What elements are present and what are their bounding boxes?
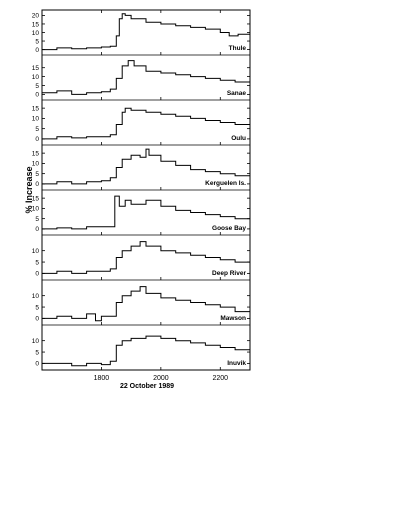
y-tick-label: 0 bbox=[35, 271, 39, 278]
station-label: Goose Bay bbox=[212, 225, 246, 232]
y-tick-label: 10 bbox=[32, 30, 40, 37]
y-tick-label: 10 bbox=[32, 338, 40, 345]
y-tick-label: 0 bbox=[35, 316, 39, 323]
y-tick-label: 0 bbox=[35, 136, 39, 143]
y-tick-label: 0 bbox=[35, 226, 39, 233]
station-panels: 05101520Thule051015Sanae051015Oulu051015… bbox=[32, 13, 251, 370]
panel-mawson: 0 5 10 Mawson bbox=[32, 279, 251, 325]
series-line bbox=[42, 241, 251, 274]
series-line bbox=[42, 60, 251, 95]
station-label: Thule bbox=[229, 45, 247, 52]
y-tick-label: 5 bbox=[35, 349, 39, 356]
panel-deep-river: 0 5 10 Deep River bbox=[32, 234, 251, 280]
y-tick-label: 0 bbox=[35, 47, 39, 54]
series-line bbox=[42, 195, 251, 230]
y-tick-label: 5 bbox=[35, 259, 39, 266]
y-tick-label: 5 bbox=[35, 216, 39, 223]
series-line bbox=[42, 286, 251, 322]
y-tick-label: 0 bbox=[35, 92, 39, 99]
station-label: Kerguelen Is. bbox=[205, 180, 246, 187]
series-line bbox=[42, 13, 250, 51]
x-tick-label: 2000 bbox=[153, 375, 169, 382]
y-tick-label: 5 bbox=[35, 304, 39, 311]
y-tick-label: 15 bbox=[32, 150, 40, 157]
y-tick-label: 0 bbox=[35, 361, 39, 368]
y-tick-label: 10 bbox=[32, 248, 40, 255]
station-label: Deep River bbox=[212, 270, 246, 277]
y-tick-label: 10 bbox=[32, 74, 40, 81]
y-tick-label: 0 bbox=[35, 181, 39, 188]
y-tick-label: 5 bbox=[35, 83, 39, 90]
series-line bbox=[42, 107, 251, 140]
y-axis-label: % Increase bbox=[24, 166, 34, 213]
y-tick-label: 15 bbox=[32, 21, 40, 28]
series-line bbox=[42, 148, 251, 185]
y-tick-label: 10 bbox=[32, 161, 40, 168]
y-tick-label: 5 bbox=[35, 38, 39, 45]
panel-inuvik: 0 5 10 Inuvik bbox=[32, 324, 251, 370]
y-tick-label: 10 bbox=[32, 206, 40, 213]
y-tick-label: 10 bbox=[32, 293, 40, 300]
y-tick-label: 15 bbox=[32, 105, 40, 112]
station-label: Inuvik bbox=[227, 360, 246, 367]
panel-goose-bay: 0 5 10 15 Goose Bay bbox=[32, 189, 251, 235]
x-tick-label: 1800 bbox=[94, 375, 110, 382]
y-tick-label: 5 bbox=[35, 126, 39, 133]
station-label: Mawson bbox=[220, 315, 246, 322]
series-line bbox=[42, 335, 251, 367]
station-label: Oulu bbox=[231, 135, 246, 142]
panel-oulu: 0 5 10 15 Oulu bbox=[32, 99, 251, 145]
panel-kerguelen-is: 0 5 10 15 Kerguelen Is. bbox=[32, 144, 251, 190]
x-axis-label: 22 October 1989 bbox=[120, 383, 174, 390]
y-tick-label: 15 bbox=[32, 195, 40, 202]
x-tick-label: 2200 bbox=[212, 375, 228, 382]
x-axis: 1800 2000 2200 bbox=[94, 10, 228, 382]
station-label: Sanae bbox=[227, 90, 247, 97]
panel-sanae: 0 5 10 15 Sanae bbox=[32, 54, 251, 100]
y-tick-label: 5 bbox=[35, 171, 39, 178]
y-tick-label: 20 bbox=[32, 13, 40, 20]
y-tick-label: 15 bbox=[32, 65, 40, 72]
y-tick-label: 10 bbox=[32, 116, 40, 123]
